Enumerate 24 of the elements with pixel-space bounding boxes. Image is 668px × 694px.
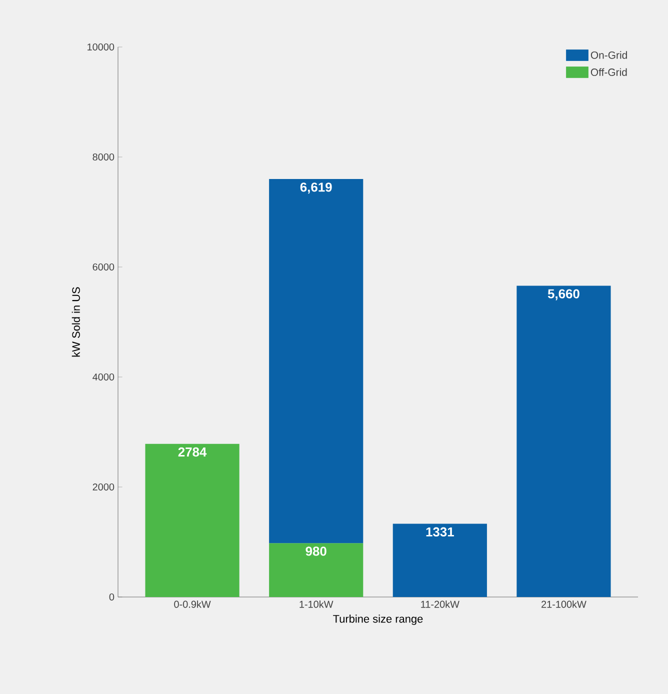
data-label: 5,660 bbox=[548, 289, 580, 300]
bar bbox=[145, 444, 240, 597]
data-label: 980 bbox=[306, 546, 326, 556]
x-tick-label: 11-20kW bbox=[421, 600, 460, 608]
y-axis-title: kW Sold in US bbox=[72, 287, 80, 357]
legend-label: On-Grid bbox=[590, 51, 627, 59]
y-tick-label: 2000 bbox=[92, 483, 114, 491]
x-tick-label: 21-100kW bbox=[542, 600, 586, 608]
y-tick-label: 6000 bbox=[92, 263, 114, 271]
data-label: 2784 bbox=[178, 447, 207, 457]
bar bbox=[516, 286, 611, 597]
x-tick-label: 0-0.9kW bbox=[174, 600, 211, 608]
data-label: 1331 bbox=[426, 527, 454, 536]
y-tick-label: 8000 bbox=[92, 153, 114, 161]
y-tick-label: 0 bbox=[109, 593, 114, 601]
bar bbox=[392, 524, 487, 597]
legend-label: Off-Grid bbox=[590, 68, 627, 76]
bar bbox=[269, 543, 364, 597]
data-label: 6,619 bbox=[300, 182, 332, 194]
y-tick-label: 4000 bbox=[92, 373, 114, 381]
y-tick-label: 10000 bbox=[88, 43, 114, 51]
x-axis-title: Turbine size range bbox=[333, 614, 423, 625]
bar bbox=[269, 179, 364, 544]
x-tick-label: 1-10kW bbox=[300, 600, 334, 608]
